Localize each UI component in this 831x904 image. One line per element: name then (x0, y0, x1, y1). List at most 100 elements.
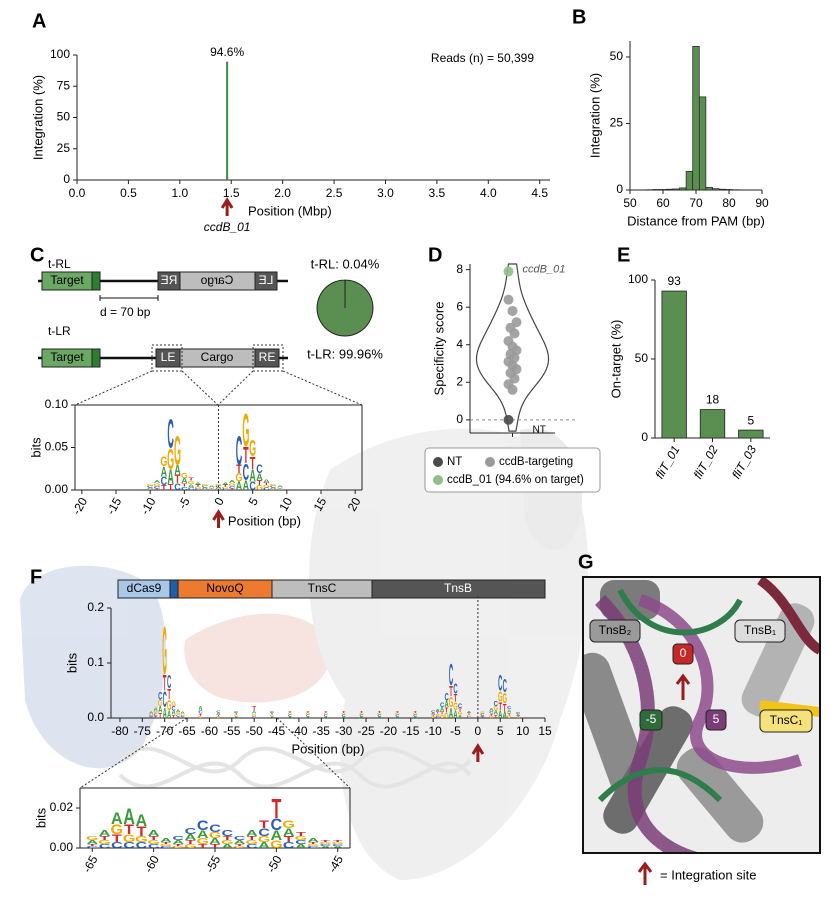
logo-letter: A (431, 712, 436, 715)
x-axis-label: Distance from PAM (bp) (627, 213, 765, 228)
panel-letter: A (32, 10, 46, 32)
y-tick-label: 0 (456, 412, 463, 426)
x-tick-label: -5 (450, 724, 461, 738)
logo-letter: G (295, 835, 308, 841)
logo-letter: C (270, 710, 275, 713)
logo-letter: C (342, 714, 347, 717)
y-tick-label: 4 (456, 337, 463, 351)
logo-letter: T (333, 840, 343, 843)
logo-letter: G (440, 715, 445, 720)
logo-letter: T (161, 842, 171, 845)
logo-letter: C (180, 715, 185, 718)
logo-letter: G (167, 443, 174, 475)
y-axis-label: Integration (%) (30, 75, 45, 160)
x-axis-label: Position (bp) (292, 741, 365, 756)
logo-letter: C (167, 670, 171, 692)
logo-letter: A (249, 465, 255, 485)
x-tick-label: 4.0 (480, 186, 497, 200)
logo-letter: T (342, 711, 346, 714)
logo-letter: A (234, 839, 246, 845)
logo-letter: C (263, 487, 270, 491)
logo-letter: C (229, 486, 236, 490)
logo-letter: G (242, 406, 249, 457)
logo-letter: C (234, 710, 239, 713)
y-tick-label: 0.0 (87, 710, 104, 724)
y-tick-label: 50 (635, 351, 649, 365)
logo-letter: T (259, 818, 270, 830)
y-tick-label: 50 (57, 110, 71, 124)
integration-arrow (220, 197, 234, 216)
x-tick-label: fliT_01 (652, 443, 682, 481)
logo-letter: G (236, 473, 243, 485)
point (509, 328, 520, 339)
x-tick-label: 15 (311, 495, 330, 514)
y-tick-label: 0.02 (50, 800, 74, 814)
logo-letter: G (123, 832, 136, 844)
logo-letter: C (277, 489, 284, 490)
logo-letter: A (252, 710, 256, 715)
logo-letter: C (195, 488, 202, 490)
x-axis-label: Position (Mbp) (248, 203, 332, 218)
logo-letter: T (296, 831, 307, 837)
logo-letter: G (147, 839, 160, 845)
x-tick-label: 50 (623, 196, 637, 210)
logo-letter: A (147, 487, 154, 489)
logo-letter: G (221, 839, 234, 845)
logo-letter: T (112, 832, 123, 844)
logo-letter: G (319, 842, 332, 845)
logo-letter: G (167, 698, 172, 714)
logo-letter: T (306, 711, 310, 714)
y-tick-label: 50 (610, 49, 624, 63)
logo-letter: G (258, 834, 271, 844)
y-tick-label: 100 (50, 47, 70, 61)
logo-letter: T (481, 717, 485, 719)
logo-letter: C (198, 710, 202, 715)
logo-letter: G (86, 835, 99, 841)
y-axis-label: Integration (%) (587, 73, 602, 158)
logo-letter: A (198, 706, 203, 712)
logo-letter: T (252, 706, 256, 712)
logo-letter: C (295, 839, 307, 845)
logo-letter: T (458, 708, 462, 713)
logo-letter: T (202, 489, 208, 490)
pie-slice (316, 279, 374, 337)
logo-letter: G (453, 700, 458, 713)
logo-letter: T (507, 712, 511, 717)
x-tick-label: -65 (178, 724, 196, 738)
logo-letter: T (467, 713, 471, 716)
logo-letter: G (467, 714, 472, 717)
logo-letter: C (86, 846, 99, 849)
logo-letter: C (288, 714, 293, 717)
logo-letter: A (163, 706, 167, 722)
logo-letter: C (480, 713, 485, 716)
x-tick-label: -80 (111, 724, 129, 738)
y-axis-label: Specificity score (431, 302, 446, 396)
logo-letter: A (494, 711, 499, 717)
logo-letter: A (458, 715, 462, 720)
logo-letter: C (222, 488, 229, 490)
x-tick-label: 70 (689, 196, 703, 210)
logo-letter: C (307, 846, 320, 849)
logo-letter: T (229, 488, 234, 490)
logo-letter: A (236, 481, 243, 493)
logo-letter: T (175, 474, 181, 486)
logo-letter: A (444, 699, 449, 710)
x-tick-label: 2.5 (326, 186, 343, 200)
logo-letter: T (223, 485, 228, 487)
logo-letter: A (449, 706, 453, 722)
structure-label: 0 (680, 646, 687, 660)
logo-letter: C (185, 826, 197, 836)
domain-label: TnsC (308, 581, 337, 595)
logo-letter: T (173, 844, 183, 847)
logo-letter: C (332, 844, 345, 847)
logo-letter: A (295, 843, 307, 849)
logo-letter: G (234, 714, 239, 717)
logo-letter: T (186, 839, 197, 845)
panel-letter: D (428, 244, 442, 266)
logo-letter: G (209, 830, 222, 840)
histogram-bar (665, 188, 674, 191)
logo-letter: A (413, 716, 418, 719)
value-label: 93 (667, 274, 681, 288)
logo-letter: G (98, 839, 111, 845)
